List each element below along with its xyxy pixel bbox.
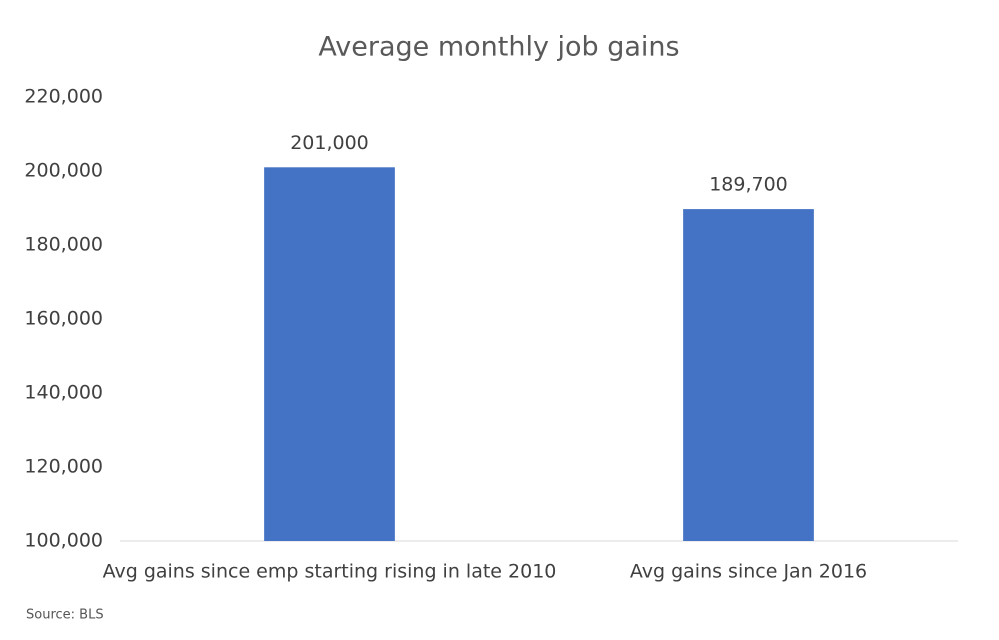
x-tick-label: Avg gains since emp starting rising in l… — [103, 561, 557, 583]
bar — [264, 167, 395, 542]
bar — [683, 209, 814, 542]
data-label: 189,700 — [709, 174, 788, 196]
y-tick-label: 180,000 — [24, 234, 103, 256]
chart-title: Average monthly job gains — [318, 32, 679, 63]
y-tick-label: 100,000 — [24, 530, 103, 552]
y-tick-label: 140,000 — [24, 382, 103, 404]
y-tick-label: 160,000 — [24, 308, 103, 330]
y-tick-label: 200,000 — [24, 160, 103, 182]
x-tick-label: Avg gains since Jan 2016 — [630, 561, 867, 583]
data-label: 201,000 — [290, 132, 369, 154]
y-tick-label: 120,000 — [24, 456, 103, 478]
source-note: Source: BLS — [26, 608, 104, 623]
y-tick-label: 220,000 — [24, 86, 103, 108]
